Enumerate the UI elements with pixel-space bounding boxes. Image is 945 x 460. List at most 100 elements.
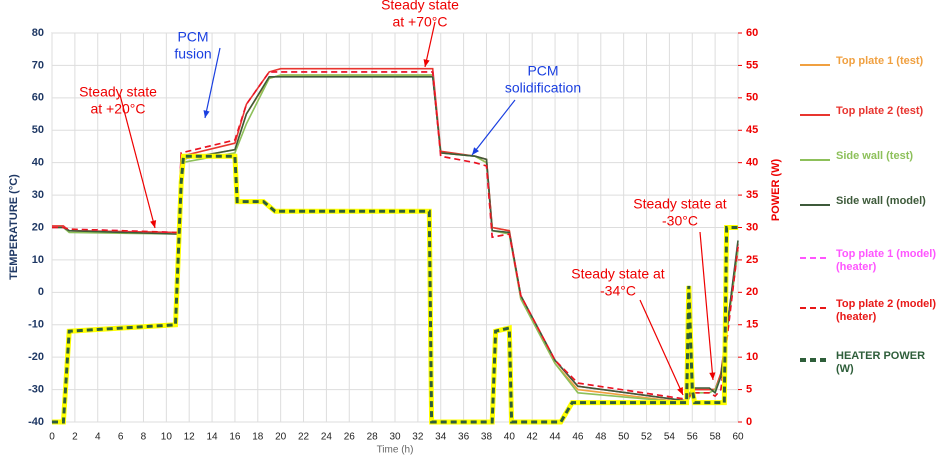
x-tick-label: 16 [229, 432, 241, 443]
x-tick-label: 32 [412, 432, 424, 443]
legend-label: Top plate 1 (model)(heater) [836, 248, 937, 273]
y2-tick-label: 40 [746, 157, 758, 169]
x-tick-label: 60 [732, 432, 744, 443]
y-tick-label: 0 [38, 286, 44, 298]
y-tick-label: 30 [32, 189, 44, 201]
arrow-head [150, 220, 157, 228]
y2-tick-label: 60 [746, 27, 758, 39]
legend-label: Top plate 1 (test) [836, 55, 924, 67]
x-tick-label: 54 [664, 432, 676, 443]
x-tick-label: 52 [641, 432, 653, 443]
annotation: at +70°C [392, 14, 447, 30]
y2-tick-label: 15 [746, 319, 758, 331]
x-tick-label: 24 [321, 432, 333, 443]
arrow-head [709, 372, 716, 380]
x-tick-label: 38 [481, 432, 493, 443]
x-tick-label: 58 [710, 432, 722, 443]
x-tick-label: 36 [458, 432, 470, 443]
legend-label: Side wall (test) [836, 150, 914, 162]
x-tick-label: 40 [504, 432, 516, 443]
y-tick-label: 80 [32, 27, 44, 39]
y-tick-label: -40 [28, 416, 44, 428]
annotation: fusion [174, 46, 211, 62]
y-tick-label: -30 [28, 383, 44, 395]
annotation: PCM [527, 63, 558, 79]
y2-tick-label: 50 [746, 92, 758, 104]
annotation: -34°C [600, 283, 636, 299]
x-tick-label: 0 [49, 432, 55, 443]
y-tick-label: 10 [32, 254, 44, 266]
y-tick-label: 60 [32, 92, 44, 104]
x-tick-label: 2 [72, 432, 78, 443]
legend-entry: Top plate 1 (model)(heater) [836, 248, 937, 273]
annotation-arrow [471, 99, 516, 156]
y2-tick-label: 5 [746, 383, 752, 395]
x-tick-label: 20 [275, 432, 287, 443]
arrow-head [677, 387, 683, 395]
x-tick-label: 4 [95, 432, 101, 443]
legend-label: Top plate 2 (test) [836, 105, 924, 117]
annotation-arrow [424, 21, 436, 68]
legend-entry: Side wall (test) [836, 150, 914, 162]
x-tick-label: 56 [687, 432, 699, 443]
y2-tick-label: 0 [746, 416, 752, 428]
annotation-arrow [699, 231, 714, 381]
x-axis-label: Time (h) [377, 445, 414, 455]
annotation: at +20°C [90, 101, 145, 117]
y-tick-label: 50 [32, 124, 44, 136]
annotation: Steady state at [571, 266, 665, 282]
arrow-head [472, 147, 479, 155]
x-tick-label: 10 [161, 432, 173, 443]
annotation: Steady state [381, 0, 459, 13]
x-tick-label: 48 [595, 432, 607, 443]
annotation-arrow [119, 94, 156, 229]
y-tick-label: 20 [32, 221, 44, 233]
x-tick-label: 50 [618, 432, 630, 443]
y-tick-label: 40 [32, 157, 44, 169]
x-tick-label: 30 [389, 432, 401, 443]
x-tick-label: 34 [435, 432, 447, 443]
legend-entry: Side wall (model) [836, 195, 926, 207]
annotation: -30°C [662, 213, 698, 229]
arrow-head [423, 59, 430, 67]
annotation-arrow [639, 299, 684, 396]
legend-entry: Top plate 1 (test) [836, 55, 924, 67]
y-tick-label: -20 [28, 351, 44, 363]
x-tick-label: 44 [550, 432, 562, 443]
y-tick-label: 70 [32, 59, 44, 71]
x-tick-label: 46 [572, 432, 584, 443]
x-tick-label: 28 [367, 432, 379, 443]
y2-tick-label: 45 [746, 124, 758, 136]
series-line [52, 71, 739, 401]
legend-label: Side wall (model) [836, 195, 926, 207]
y2-tick-label: 10 [746, 351, 758, 363]
arrow-head [203, 110, 210, 118]
x-tick-label: 18 [252, 432, 264, 443]
y2-tick-label: 55 [746, 59, 758, 71]
y-tick-label: -10 [28, 319, 44, 331]
legend-label: HEATER POWER (W) [836, 350, 926, 375]
y2-tick-label: 25 [746, 254, 758, 266]
annotation-arrow [204, 47, 221, 119]
annotation: Steady state [79, 84, 157, 100]
legend-entry: Top plate 2 (model)(heater) [836, 298, 937, 323]
y2-tick-label: 35 [746, 189, 758, 201]
legend-entry: Top plate 2 (test) [836, 105, 924, 117]
x-tick-label: 12 [184, 432, 196, 443]
annotation: solidification [505, 80, 581, 96]
legend-label: Top plate 2 (model)(heater) [836, 298, 937, 323]
x-tick-label: 22 [298, 432, 310, 443]
x-tick-label: 6 [118, 432, 124, 443]
x-tick-label: 42 [527, 432, 539, 443]
series-outline [52, 153, 738, 425]
y-axis-label: TEMPERATURE (°C) [8, 174, 20, 280]
legend-entry: HEATER POWER (W) [836, 350, 926, 375]
y2-tick-label: 20 [746, 286, 758, 298]
x-tick-label: 26 [344, 432, 356, 443]
y2-axis-label: POWER (W) [770, 159, 782, 222]
annotation: PCM [177, 29, 208, 45]
y2-tick-label: 30 [746, 221, 758, 233]
x-tick-label: 14 [207, 432, 219, 443]
x-tick-label: 8 [141, 432, 147, 443]
